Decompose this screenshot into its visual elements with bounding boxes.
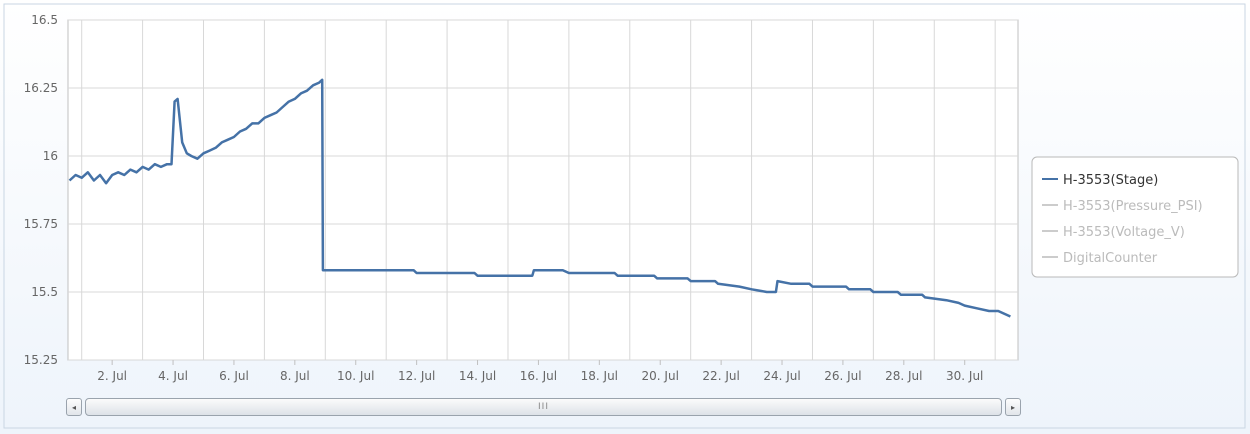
navigator-scrollbar[interactable]: ◂ III ▸ (66, 398, 1021, 418)
scroll-right-button[interactable]: ▸ (1005, 398, 1021, 416)
y-tick-label: 16.5 (31, 13, 58, 27)
arrow-right-icon: ▸ (1010, 402, 1015, 412)
x-tick-label: 12. Jul (398, 369, 435, 383)
x-tick-label: 8. Jul (280, 369, 310, 383)
x-tick-label: 20. Jul (642, 369, 679, 383)
y-tick-label: 15.75 (24, 217, 58, 231)
scrollbar-thumb[interactable]: III (85, 398, 1002, 416)
legend-box (1031, 156, 1239, 278)
y-tick-label: 16.25 (24, 81, 58, 95)
x-tick-label: 24. Jul (763, 369, 800, 383)
chart-frame (3, 3, 1246, 429)
x-tick-label: 30. Jul (946, 369, 983, 383)
x-tick-label: 22. Jul (702, 369, 739, 383)
x-tick-label: 28. Jul (885, 369, 922, 383)
x-tick-label: 26. Jul (824, 369, 861, 383)
y-tick-label: 16 (43, 149, 58, 163)
scroll-left-button[interactable]: ◂ (66, 398, 82, 416)
series-line-stage (68, 78, 1011, 318)
x-gridlines (81, 20, 996, 360)
plot-area (67, 19, 1019, 361)
x-tick-label: 16. Jul (520, 369, 557, 383)
x-tick-label: 4. Jul (158, 369, 188, 383)
series-layer (68, 78, 1011, 318)
legend-item[interactable]: H-3553(Pressure_PSI) (1063, 199, 1203, 214)
grip-icon: III (538, 402, 549, 412)
legend-item[interactable]: H-3553(Voltage_V) (1063, 225, 1185, 240)
x-tick-label: 18. Jul (581, 369, 618, 383)
arrow-left-icon: ◂ (71, 402, 76, 412)
y-tick-label: 15.25 (24, 353, 58, 367)
legend-item[interactable]: DigitalCounter (1063, 251, 1158, 266)
x-tick-label: 2. Jul (97, 369, 127, 383)
x-axis-labels: 2. Jul 4. Jul 6. Jul 8. Jul 10. Jul 12. Jul 14… (97, 360, 983, 383)
legend: H-3553(Stage) H-3553(Pressure_PSI) H-3553(… (1031, 156, 1239, 278)
y-tick-label: 15.5 (31, 285, 58, 299)
x-tick-label: 10. Jul (337, 369, 374, 383)
y-axis-labels: 15.25 15.5 15.75 16 16.25 16.5 (24, 13, 58, 367)
x-tick-label: 6. Jul (219, 369, 249, 383)
legend-item[interactable]: H-3553(Stage) (1063, 173, 1158, 188)
x-tick-label: 14. Jul (459, 369, 496, 383)
y-gridlines (68, 19, 1018, 361)
